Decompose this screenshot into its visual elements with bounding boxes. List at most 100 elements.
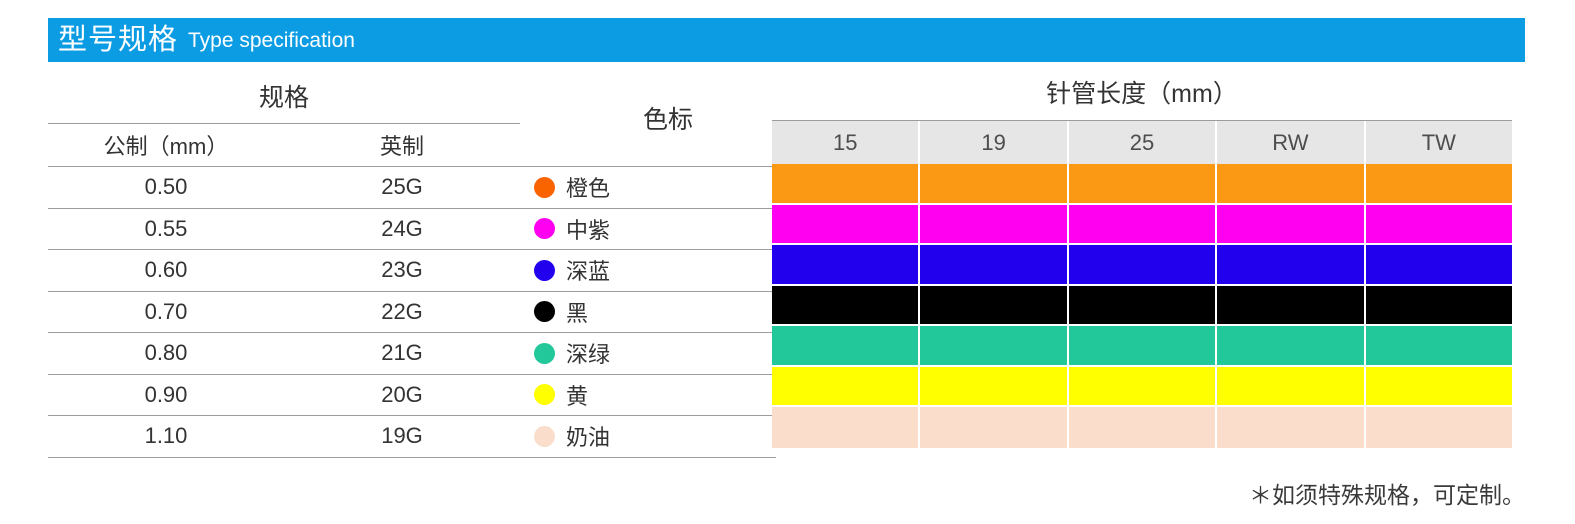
color-row bbox=[772, 245, 1513, 286]
color-name-label: 深蓝 bbox=[566, 259, 611, 285]
color-cell bbox=[920, 245, 1069, 286]
column-header-imperial: 英制 bbox=[379, 134, 424, 159]
banner-title-cn: 型号规格 bbox=[58, 23, 179, 56]
cell-color-mark: 深蓝 bbox=[520, 254, 776, 286]
color-cell bbox=[772, 407, 921, 448]
cell-imperial: 23G bbox=[381, 257, 423, 283]
color-cell bbox=[1365, 366, 1513, 407]
color-row bbox=[772, 366, 1513, 407]
color-cell bbox=[1365, 285, 1513, 326]
color-row bbox=[772, 164, 1513, 205]
color-cell bbox=[920, 285, 1069, 326]
banner-title-en: Type specification bbox=[188, 28, 355, 52]
color-cell bbox=[772, 204, 921, 245]
color-cell bbox=[772, 366, 921, 407]
needle-length-column-header: TW bbox=[1365, 121, 1513, 164]
table-row: 0.70 22G 黑 bbox=[48, 292, 776, 333]
color-cell bbox=[1217, 245, 1366, 286]
color-dot-icon bbox=[534, 176, 555, 198]
cell-metric: 0.90 bbox=[144, 381, 188, 407]
color-dot-icon bbox=[534, 384, 555, 406]
cell-color-mark: 深绿 bbox=[520, 337, 776, 369]
color-cell bbox=[772, 245, 921, 286]
cell-imperial: 24G bbox=[381, 215, 423, 241]
footnote-text: ＊如须特殊规格，可定制。 bbox=[1249, 482, 1525, 508]
cell-color-mark: 中紫 bbox=[520, 213, 776, 245]
specification-table: 规格 色标 公制（mm） 英制 0.50 25G 橙色 0.55 24G bbox=[48, 74, 776, 458]
color-row bbox=[772, 204, 1513, 245]
color-cell bbox=[1217, 285, 1366, 326]
color-cell bbox=[1068, 407, 1218, 448]
color-cell bbox=[1068, 245, 1218, 286]
cell-metric: 0.70 bbox=[144, 298, 188, 324]
color-name-label: 黑 bbox=[566, 300, 589, 326]
color-cell bbox=[1068, 164, 1218, 205]
cell-color-mark: 橙色 bbox=[520, 171, 776, 203]
cell-metric: 0.50 bbox=[144, 174, 188, 200]
color-dot-icon bbox=[534, 301, 555, 323]
cell-color-mark: 奶油 bbox=[520, 420, 776, 452]
table-row: 0.55 24G 中紫 bbox=[48, 209, 776, 250]
color-cell bbox=[1217, 407, 1366, 448]
color-cell bbox=[920, 204, 1069, 245]
table-row: 1.10 19G 奶油 bbox=[48, 416, 776, 458]
color-dot-icon bbox=[534, 342, 555, 364]
color-cell bbox=[772, 285, 921, 326]
specification-rows: 0.50 25G 橙色 0.55 24G 中紫 0.60 23G bbox=[48, 166, 776, 458]
cell-metric: 0.55 bbox=[144, 215, 188, 241]
color-name-label: 中紫 bbox=[566, 217, 611, 243]
needle-length-column-header: 25 bbox=[1068, 121, 1218, 164]
color-name-label: 深绿 bbox=[566, 342, 611, 368]
needle-length-column-header: 19 bbox=[920, 121, 1069, 164]
color-cell bbox=[920, 407, 1069, 448]
spec-group-divider bbox=[48, 123, 520, 124]
group-header-color-mark: 色标 bbox=[642, 106, 693, 134]
color-cell bbox=[772, 164, 921, 205]
needle-length-header-row: 15 19 25 RW TW bbox=[772, 120, 1513, 164]
color-cell bbox=[1217, 326, 1366, 367]
table-row: 0.50 25G 橙色 bbox=[48, 167, 776, 209]
color-cell bbox=[1068, 204, 1218, 245]
color-cell bbox=[1217, 164, 1366, 205]
color-row bbox=[772, 326, 1513, 367]
table-row: 0.80 21G 深绿 bbox=[48, 333, 776, 375]
color-name-label: 橙色 bbox=[566, 176, 611, 202]
color-name-label: 黄 bbox=[566, 383, 589, 409]
color-dot-icon bbox=[534, 218, 555, 240]
color-cell bbox=[772, 326, 921, 367]
color-cell bbox=[920, 164, 1069, 205]
color-row bbox=[772, 285, 1513, 326]
needle-length-grid: 针管长度（mm） 15 19 25 RW TW bbox=[772, 74, 1513, 448]
color-cell bbox=[1365, 204, 1513, 245]
cell-imperial: 20G bbox=[381, 381, 423, 407]
specification-group-header: 规格 色标 bbox=[48, 74, 776, 134]
needle-length-color-rows bbox=[772, 164, 1513, 448]
cell-color-mark: 黑 bbox=[520, 296, 776, 328]
cell-imperial: 22G bbox=[381, 298, 423, 324]
color-name-label: 奶油 bbox=[566, 425, 611, 451]
color-cell bbox=[1217, 204, 1366, 245]
cell-metric: 0.80 bbox=[144, 340, 188, 366]
color-row bbox=[772, 407, 1513, 448]
column-header-metric: 公制（mm） bbox=[103, 134, 229, 159]
color-cell bbox=[1068, 285, 1218, 326]
color-cell bbox=[1365, 326, 1513, 367]
cell-color-mark: 黄 bbox=[520, 379, 776, 411]
color-cell bbox=[1068, 366, 1218, 407]
cell-metric: 0.60 bbox=[144, 257, 188, 283]
color-dot-icon bbox=[534, 259, 555, 281]
color-cell bbox=[1365, 407, 1513, 448]
cell-imperial: 21G bbox=[381, 340, 423, 366]
needle-length-column-header: 15 bbox=[772, 121, 921, 164]
section-banner: 型号规格 Type specification bbox=[48, 18, 1525, 62]
needle-length-title: 针管长度（mm） bbox=[1046, 80, 1238, 108]
cell-metric: 1.10 bbox=[144, 423, 188, 449]
color-cell bbox=[1365, 245, 1513, 286]
color-cell bbox=[1068, 326, 1218, 367]
specification-subheader-row: 公制（mm） 英制 bbox=[48, 124, 776, 166]
cell-imperial: 25G bbox=[381, 174, 423, 200]
table-row: 0.60 23G 深蓝 bbox=[48, 250, 776, 292]
needle-length-column-header: RW bbox=[1217, 121, 1366, 164]
color-dot-icon bbox=[534, 425, 555, 447]
